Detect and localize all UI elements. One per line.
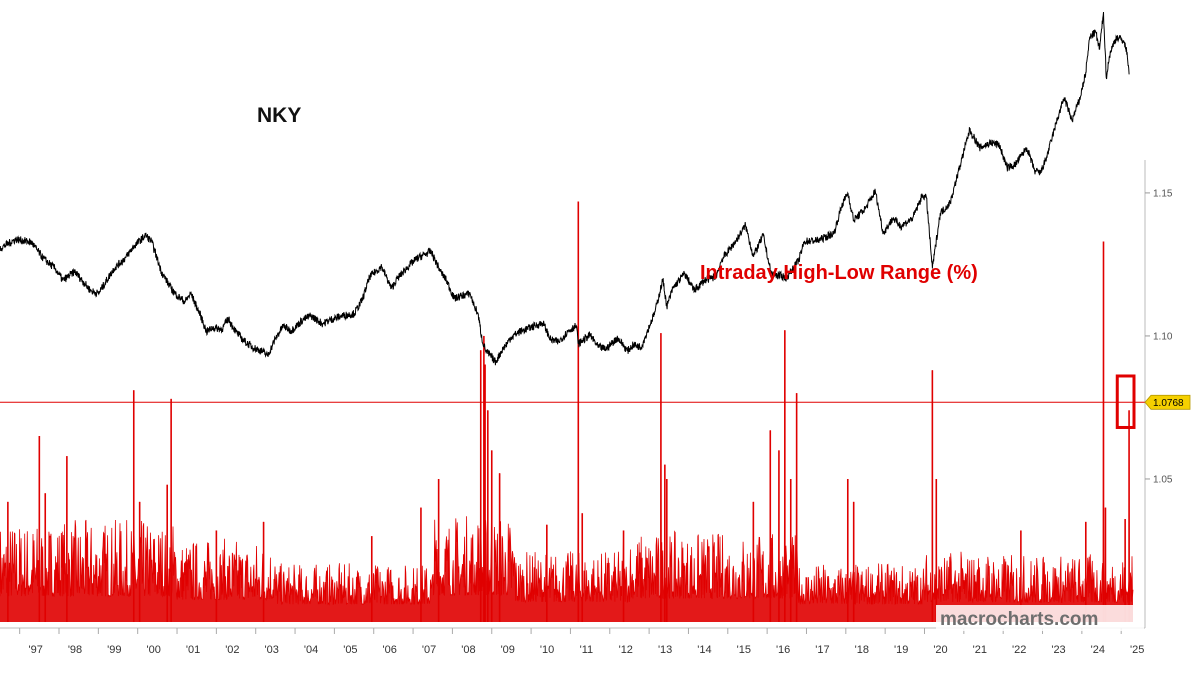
reference-value-label: 1.0768 (1153, 398, 1184, 409)
x-tick-label: '25 (1130, 644, 1144, 656)
x-tick-label: '97 (28, 644, 42, 656)
intraday-range-line (0, 201, 1134, 606)
reference-value-tag (1144, 394, 1191, 410)
x-tick-label: '99 (107, 644, 121, 656)
watermark-background (936, 605, 1144, 631)
x-tick-label: '17 (815, 644, 829, 656)
x-tick-label: '12 (619, 644, 633, 656)
x-ticks: '97 '98 '99 '00 '01 '02 '03 '04 '05 '06 '07 '08 '09 '… (19, 628, 1144, 656)
x-tick-label: '10 (540, 644, 554, 656)
x-tick-label: '23 (1051, 644, 1065, 656)
nky-label: NKY (257, 104, 301, 127)
y-ticks: 1.05 1.10 1.15 (1145, 188, 1173, 485)
x-tick-label: '21 (973, 644, 987, 656)
y-tick-label: 1.15 (1153, 188, 1173, 199)
x-tick-label: '98 (68, 644, 82, 656)
x-tick-label: '02 (225, 644, 239, 656)
x-tick-label: '24 (1091, 644, 1105, 656)
x-tick-label: '15 (737, 644, 751, 656)
x-tick-label: '11 (580, 644, 594, 656)
watermark: macrocharts.com (940, 609, 1098, 630)
y-tick-label: 1.10 (1153, 331, 1173, 342)
x-tick-label: '14 (697, 644, 711, 656)
x-tick-label: '01 (186, 644, 200, 656)
x-tick-label: '18 (855, 644, 869, 656)
nky-line (0, 11, 1130, 366)
x-tick-label: '19 (894, 644, 908, 656)
x-tick-label: '22 (1012, 644, 1026, 656)
x-tick-label: '20 (933, 644, 947, 656)
x-tick-label: '09 (501, 644, 515, 656)
nky-series (0, 11, 1130, 366)
x-tick-label: '07 (422, 644, 436, 656)
highlight-box (1115, 374, 1136, 429)
x-tick-label: '08 (461, 644, 475, 656)
x-tick-label: '16 (776, 644, 790, 656)
x-tick-label: '05 (343, 644, 357, 656)
y-tick-label: 1.05 (1153, 474, 1173, 485)
range-label: Intraday High-Low Range (%) (700, 262, 978, 284)
x-tick-label: '00 (147, 644, 161, 656)
x-tick-label: '04 (304, 644, 318, 656)
reference-line-group: 1.0768 (0, 394, 1191, 410)
x-tick-label: '13 (658, 644, 672, 656)
intraday-range-series (0, 201, 1134, 622)
x-tick-label: '03 (265, 644, 279, 656)
x-tick-label: '06 (383, 644, 397, 656)
